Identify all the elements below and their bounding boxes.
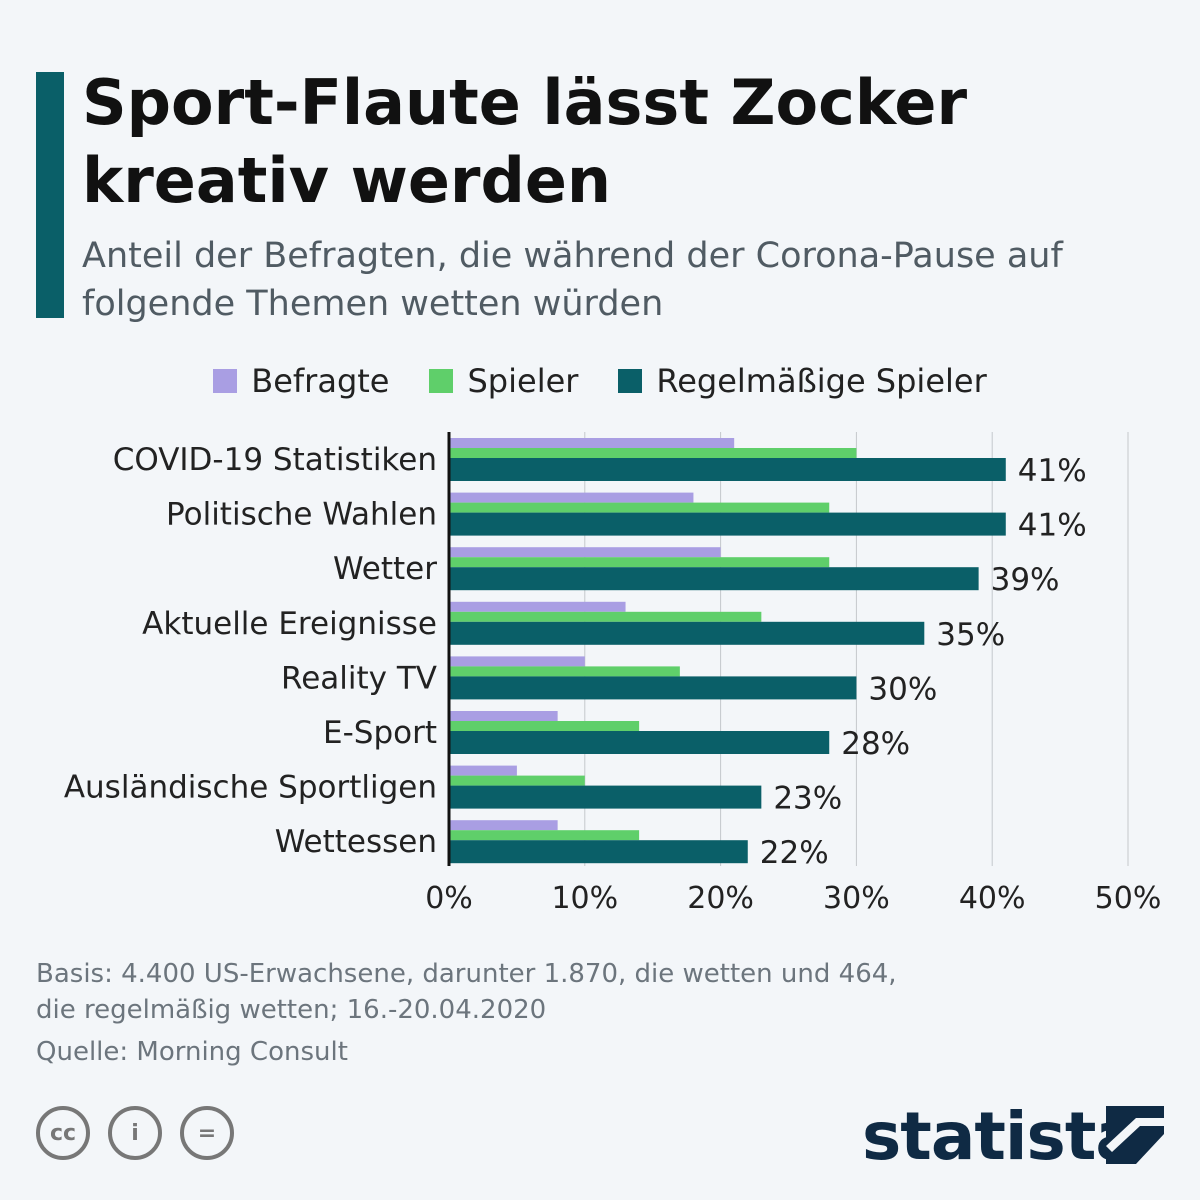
- x-tick-label: 50%: [1095, 881, 1162, 916]
- data-label: 28%: [841, 726, 910, 762]
- statista-logo-mark-icon: [1106, 1106, 1164, 1164]
- footnote-basis-2: die regelmäßig wetten; 16.-20.04.2020: [36, 995, 547, 1025]
- bar-befragte-3: [449, 601, 626, 612]
- x-tick-label: 20%: [687, 881, 754, 916]
- category-label: Reality TV: [281, 660, 437, 696]
- bar-regelm-ige-spieler-2: [449, 567, 979, 591]
- bar-befragte-5: [449, 711, 558, 721]
- x-tick-label: 40%: [959, 881, 1026, 916]
- bar-spieler-0: [449, 448, 857, 458]
- bar-chart: 0% 10% 20% 30% 40% 50% COVID-19 Statistiken 41%…: [64, 432, 1162, 916]
- bar-spieler-3: [449, 611, 762, 622]
- category-label: E-Sport: [323, 715, 437, 751]
- bar-regelm-ige-spieler-3: [449, 621, 925, 645]
- category-label: Ausländische Sportligen: [64, 770, 437, 806]
- bar-regelm-ige-spieler-1: [449, 512, 1006, 536]
- x-tick-label: 0%: [425, 881, 473, 916]
- legend-label: Befragte: [251, 362, 390, 400]
- category-label: Wettessen: [275, 824, 437, 860]
- attribution-icon: i: [108, 1106, 162, 1160]
- data-label: 39%: [991, 562, 1060, 598]
- category-label: Wetter: [333, 551, 437, 587]
- bar-spieler-2: [449, 557, 830, 568]
- bar-regelm-ige-spieler-5: [449, 731, 830, 754]
- bar-befragte-4: [449, 656, 585, 667]
- bar-regelm-ige-spieler-7: [449, 840, 748, 864]
- category-label: Politische Wahlen: [166, 497, 437, 533]
- bar-befragte-1: [449, 492, 694, 503]
- bar-regelm-ige-spieler-4: [449, 676, 857, 700]
- x-tick-label: 30%: [823, 881, 890, 916]
- bar-befragte-0: [449, 438, 735, 448]
- footnote-basis: Basis: 4.400 US-Erwachsene, darunter 1.8…: [36, 959, 897, 989]
- source-note: Quelle: Morning Consult: [36, 1037, 348, 1067]
- chart-subtitle: Anteil der Befragten, die während der Co…: [82, 236, 1063, 324]
- bar-befragte-7: [449, 820, 558, 831]
- data-label: 35%: [936, 617, 1005, 653]
- cc-license-icon: cc: [36, 1106, 90, 1160]
- legend-label: Spieler: [467, 362, 579, 400]
- bar-regelm-ige-spieler-0: [449, 458, 1006, 481]
- data-label: 41%: [1018, 508, 1087, 544]
- bar-spieler-4: [449, 666, 680, 677]
- category-label: COVID-19 Statistiken: [113, 442, 437, 478]
- legend-swatch: [618, 369, 643, 393]
- legend-item-befragte: Befragte: [213, 362, 389, 400]
- data-label: 30%: [868, 671, 937, 707]
- category-label: Aktuelle Ereignisse: [142, 606, 437, 642]
- statista-logo: statista: [862, 1098, 1140, 1175]
- data-label: 22%: [760, 835, 829, 871]
- data-label: 41%: [1018, 453, 1087, 489]
- chart-title: Sport-Flaute lässt Zocker kreativ werden: [82, 66, 968, 217]
- legend-swatch: [429, 369, 454, 393]
- legend: Befragte Spieler Regelmäßige Spieler: [0, 362, 1200, 400]
- legend-label: Regelmäßige Spieler: [656, 362, 987, 400]
- bar-spieler-7: [449, 830, 640, 841]
- no-derivatives-icon: =: [180, 1106, 234, 1160]
- x-tick-label: 10%: [551, 881, 618, 916]
- legend-item-spieler: Spieler: [429, 362, 578, 400]
- data-label: 23%: [773, 781, 842, 817]
- bar-regelm-ige-spieler-6: [449, 785, 762, 809]
- bar-spieler-6: [449, 775, 585, 786]
- legend-swatch: [213, 369, 238, 393]
- bar-befragte-2: [449, 547, 721, 558]
- bar-spieler-5: [449, 721, 640, 731]
- legend-item-regelmaessige-spieler: Regelmäßige Spieler: [618, 362, 987, 400]
- accent-bar: [36, 72, 64, 318]
- bar-spieler-1: [449, 502, 830, 513]
- bar-befragte-6: [449, 765, 517, 776]
